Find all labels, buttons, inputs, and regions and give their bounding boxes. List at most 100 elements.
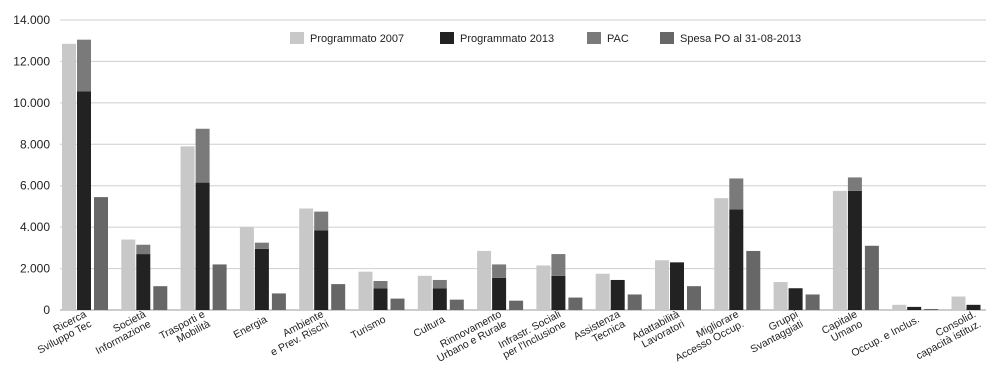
category-group — [714, 178, 761, 310]
category-group — [892, 304, 939, 310]
bar-programmato-2013 — [314, 230, 329, 310]
legend-label: Spesa PO al 31-08-2013 — [680, 33, 801, 45]
legend-swatch — [290, 32, 304, 44]
bar-programmato-2013 — [136, 254, 151, 310]
bar-programmato-2007 — [832, 190, 847, 310]
x-tick-label: GruppiSvantaggiati — [743, 308, 805, 355]
category-group — [417, 275, 464, 310]
legend-swatch — [660, 32, 674, 44]
bar-programmato-2007 — [536, 265, 551, 310]
bar-programmato-2013 — [551, 275, 566, 310]
category-group — [536, 254, 583, 310]
category-group — [832, 177, 879, 310]
legend-swatch — [587, 32, 601, 44]
bar-programmato-2007 — [655, 260, 669, 310]
bar-spesa-po — [568, 297, 583, 310]
bar-programmato-2007 — [299, 208, 314, 310]
bar-pac — [136, 244, 151, 255]
category-group — [62, 39, 108, 310]
bar-spesa-po — [449, 299, 464, 310]
legend-item: Spesa PO al 31-08-2013 — [660, 32, 801, 45]
category-group — [299, 208, 346, 310]
bar-spesa-po — [153, 286, 168, 310]
bar-programmato-2007 — [358, 271, 373, 310]
bar-programmato-2013 — [254, 248, 269, 310]
x-tick-label: SocietàInformazione — [89, 308, 154, 357]
category-group — [180, 128, 227, 310]
x-tick-label: RicercaSviluppo Tec — [30, 308, 93, 356]
x-tick-label: Cultura — [412, 314, 448, 341]
bar-pac — [77, 39, 91, 92]
y-tick-label: 8.000 — [20, 137, 50, 151]
bar-programmato-2007 — [180, 146, 195, 310]
bar-pac — [551, 254, 566, 276]
x-tick-label: Energia — [232, 314, 270, 342]
x-tick-label: AdattabilitàLavoratori — [630, 308, 687, 353]
x-tick-label: Ambientee Prev. Rischi — [264, 308, 331, 358]
bars — [62, 39, 981, 310]
y-tick-label: 10.000 — [13, 96, 50, 110]
bar-spesa-po — [271, 293, 286, 310]
bar-programmato-2013 — [966, 304, 981, 310]
legend-item: Programmato 2007 — [290, 32, 404, 45]
x-tick-label: Infrastr. Socialiper l'Inclusione — [496, 308, 568, 361]
y-tick-label: 14.000 — [13, 13, 50, 27]
bar-spesa-po — [627, 294, 642, 310]
bar-pac — [314, 211, 329, 231]
bar-programmato-2013 — [788, 288, 803, 310]
bar-pac — [847, 177, 862, 191]
bar-programmato-2007 — [892, 304, 907, 310]
bar-programmato-2013 — [77, 91, 91, 310]
bar-spesa-po — [864, 245, 879, 310]
category-group — [358, 271, 405, 310]
bar-spesa-po — [390, 298, 405, 310]
category-group — [595, 273, 642, 310]
category-group — [239, 227, 286, 310]
bar-programmato-2007 — [773, 282, 788, 310]
bar-programmato-2013 — [907, 306, 922, 310]
bar-programmato-2013 — [729, 209, 744, 310]
bar-programmato-2013 — [492, 277, 507, 310]
bar-spesa-po — [331, 284, 346, 310]
bar-programmato-2013 — [610, 279, 625, 310]
y-tick-label: 12.000 — [13, 54, 50, 68]
bar-programmato-2007 — [714, 198, 729, 310]
x-tick-label: Turismo — [349, 314, 388, 342]
category-group — [121, 239, 168, 310]
bar-pac — [432, 279, 447, 289]
category-group — [951, 296, 981, 310]
bar-spesa-po — [687, 286, 701, 310]
legend-label: PAC — [607, 33, 629, 45]
legend-swatch — [440, 32, 454, 44]
bar-spesa-po — [212, 264, 227, 310]
legend-label: Programmato 2007 — [310, 33, 404, 45]
bar-spesa-po — [805, 294, 820, 310]
bar-pac — [492, 264, 507, 278]
bar-programmato-2007 — [239, 227, 254, 310]
category-group — [773, 282, 820, 310]
bar-spesa-po — [509, 300, 524, 310]
y-tick-label: 0 — [43, 303, 50, 317]
bar-programmato-2007 — [951, 296, 966, 310]
bar-programmato-2007 — [417, 275, 432, 310]
bar-pac — [373, 281, 388, 289]
legend: Programmato 2007 Programmato 2013 PAC Spesa… — [290, 32, 801, 45]
bar-programmato-2007 — [477, 250, 492, 310]
y-tick-label: 2.000 — [20, 262, 50, 276]
x-tick-label: Trasporti eMobilità — [157, 308, 212, 352]
bar-programmato-2013 — [847, 190, 862, 310]
category-group — [477, 250, 524, 310]
bar-spesa-po — [924, 308, 939, 310]
bar-pac — [729, 178, 744, 210]
bar-pac — [254, 242, 269, 249]
bar-programmato-2013 — [670, 262, 684, 310]
x-tick-label: AssistenzaTecnica — [572, 308, 628, 352]
legend-item: Programmato 2013 — [440, 32, 554, 45]
bar-programmato-2013 — [373, 288, 388, 310]
bar-programmato-2007 — [595, 273, 610, 310]
legend-item: PAC — [587, 32, 629, 45]
legend-label: Programmato 2013 — [460, 33, 554, 45]
bar-programmato-2013 — [195, 182, 210, 310]
y-tick-label: 6.000 — [20, 179, 50, 193]
